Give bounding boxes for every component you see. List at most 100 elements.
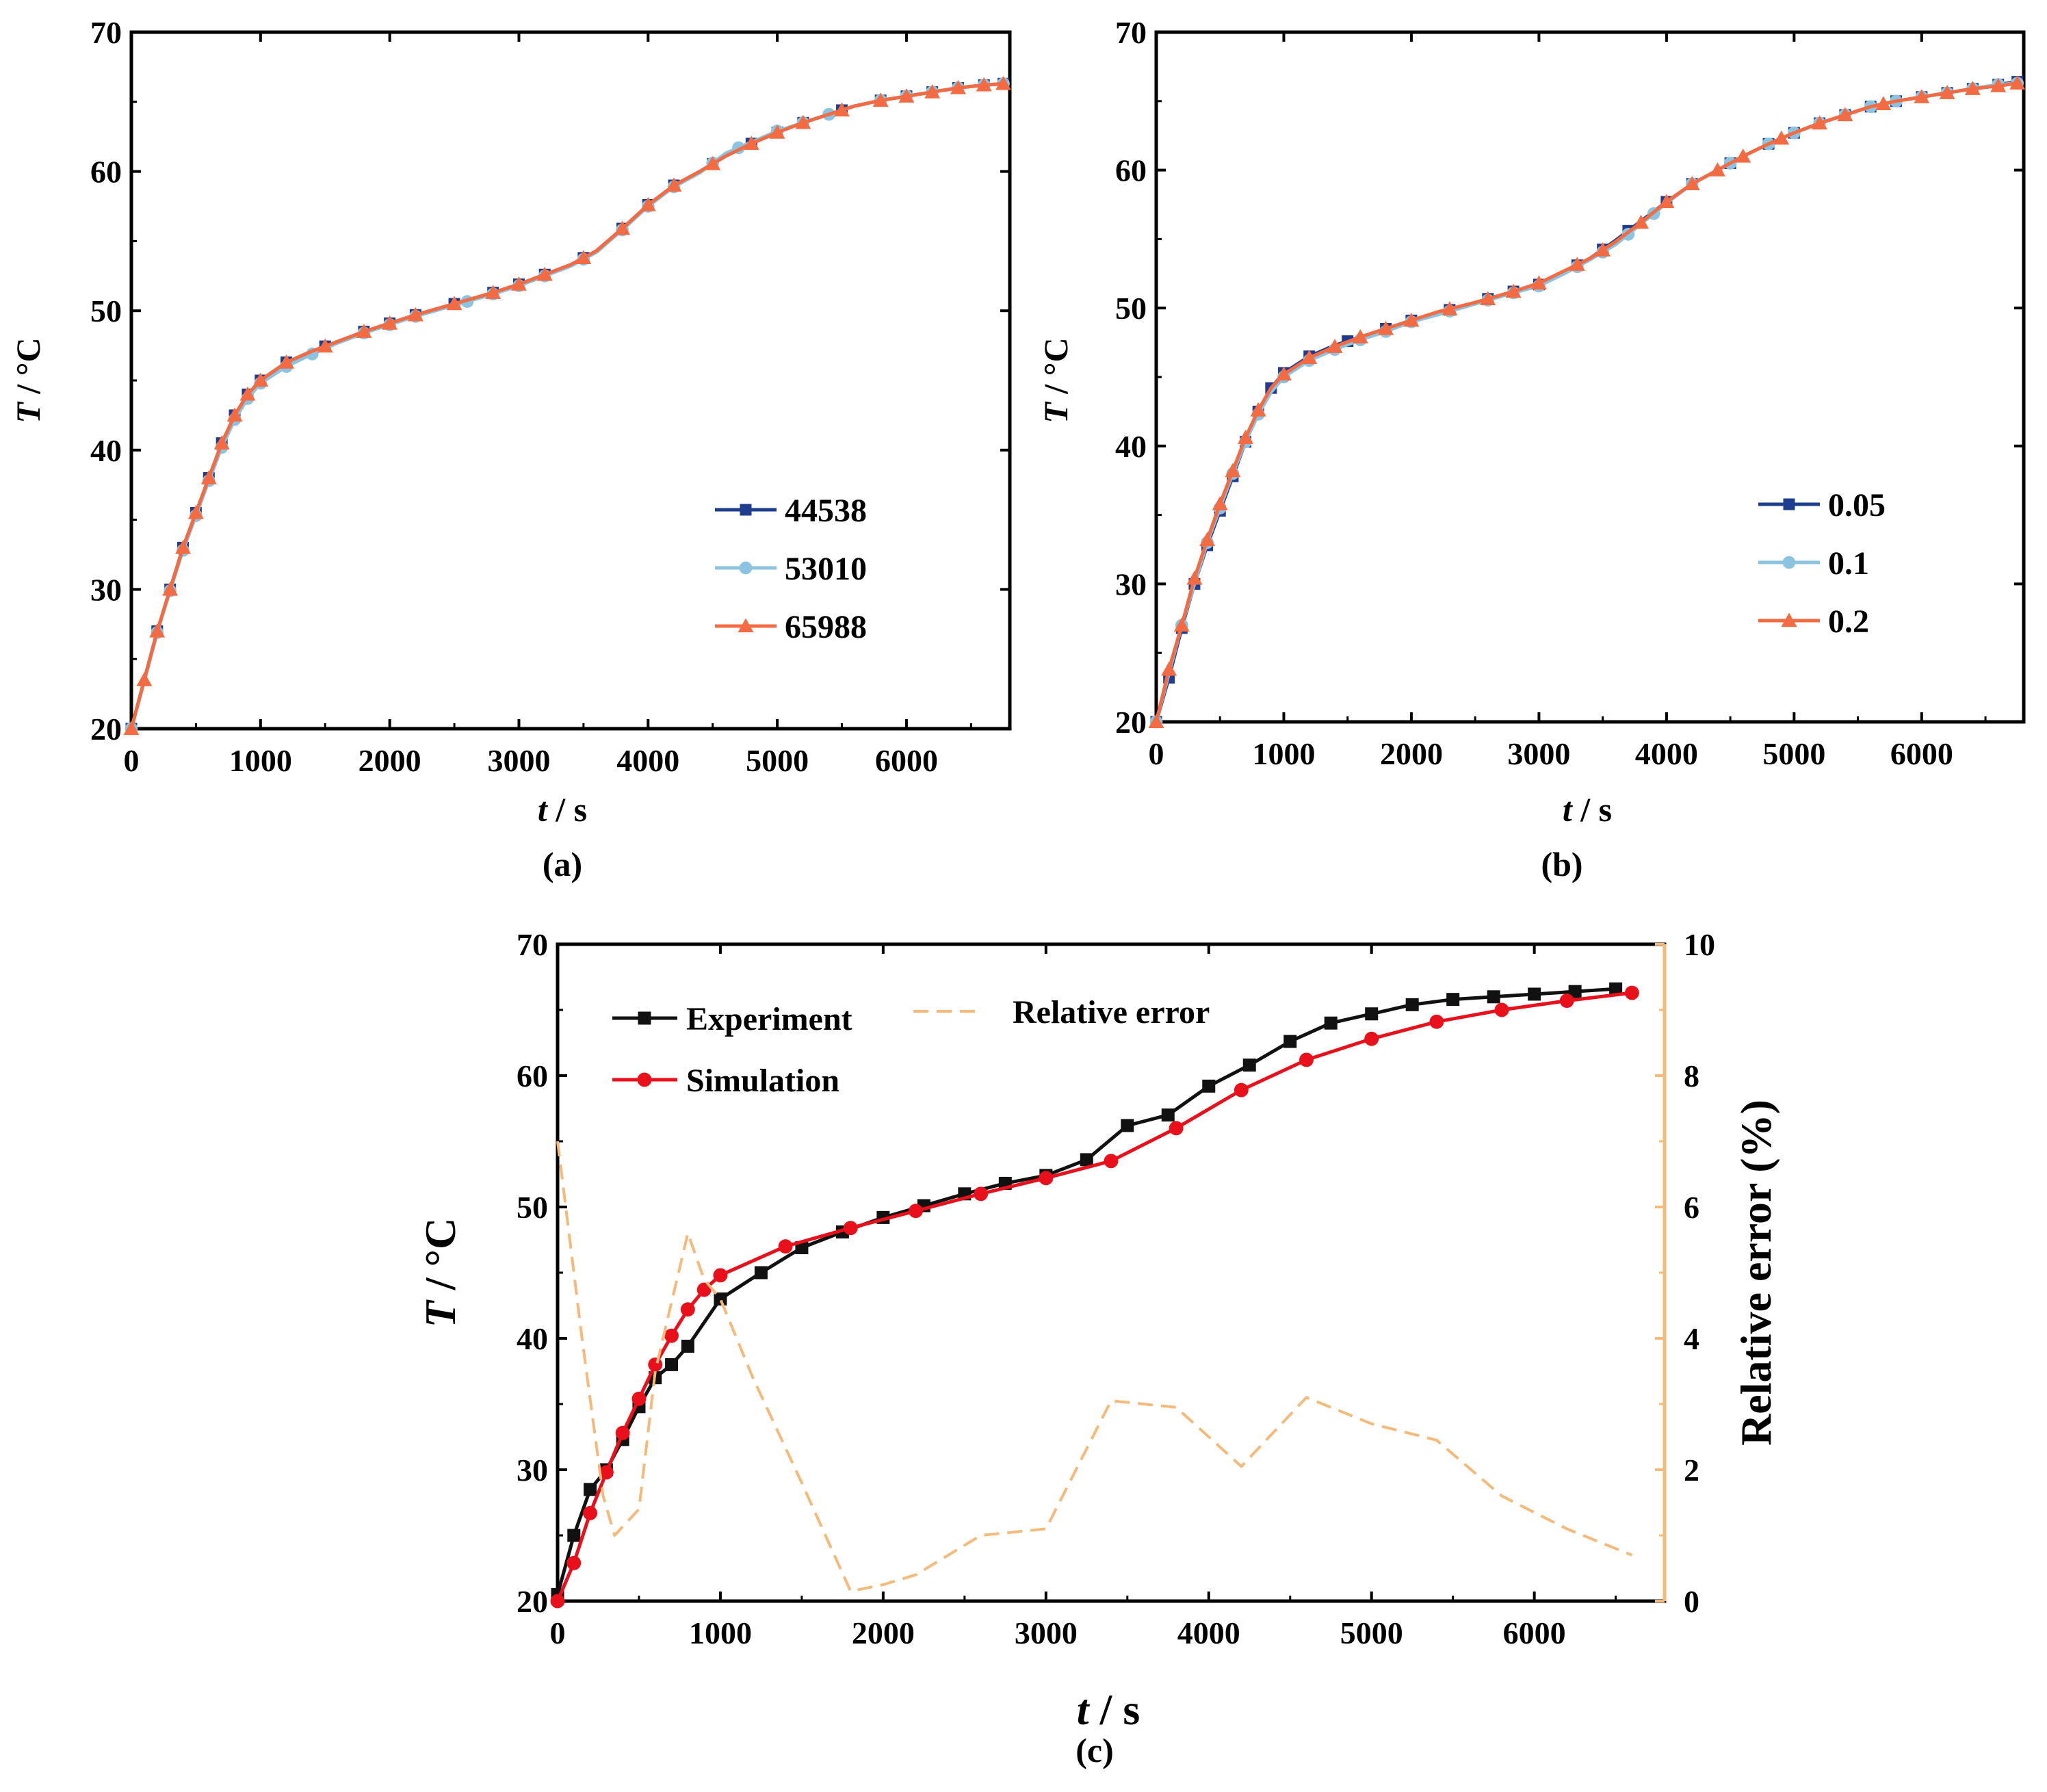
data-point: [567, 1529, 581, 1542]
data-point: [536, 266, 553, 281]
legend-label: Experiment: [686, 1001, 852, 1037]
series-line-relative-error: [556, 1141, 1633, 1593]
y-tick-label: 50: [90, 294, 122, 328]
data-point: [1568, 985, 1582, 998]
data-point: [843, 1221, 858, 1236]
x-axis-label: t / s: [538, 790, 587, 829]
data-point: [1275, 366, 1292, 381]
data-point: [681, 1340, 694, 1353]
data-point: [278, 354, 295, 369]
y-tick-label: 70: [1115, 15, 1147, 50]
x-tick-label: 4000: [1177, 1615, 1240, 1650]
x-tick-label: 5000: [1340, 1615, 1403, 1650]
right-axis-label: Relative error (%): [1732, 1100, 1780, 1446]
data-point: [705, 155, 721, 170]
data-point: [898, 88, 915, 103]
data-point: [1875, 96, 1892, 111]
legend-label: 44538: [785, 493, 867, 529]
data-point: [1735, 148, 1751, 163]
data-point: [754, 1266, 768, 1280]
data-point: [666, 177, 682, 192]
y-axis-var: T: [9, 401, 47, 424]
legend-label: 53010: [785, 551, 867, 587]
data-point: [252, 372, 269, 387]
data-point: [995, 75, 1012, 90]
data-point: [909, 1204, 923, 1219]
data-point: [1964, 81, 1981, 95]
data-point: [974, 1186, 989, 1202]
series-line-44538: [129, 81, 1004, 729]
data-point: [149, 623, 166, 638]
x-tick-label: 6000: [875, 743, 938, 778]
legend-label: Simulation: [686, 1063, 839, 1099]
x-tick-label: 0: [1149, 736, 1164, 771]
right-tick-label: 10: [1684, 927, 1715, 962]
legend-marker: [740, 504, 752, 516]
x-tick-label: 2000: [852, 1615, 915, 1650]
data-point: [1609, 982, 1623, 996]
x-axis-label: t / s: [1077, 1685, 1140, 1734]
x-tick-label: 3000: [1015, 1615, 1078, 1650]
data-point: [1487, 990, 1500, 1004]
legend-marker: [739, 561, 753, 575]
y-tick-label: 40: [517, 1321, 548, 1356]
data-point: [950, 79, 966, 94]
data-point: [1242, 1059, 1256, 1072]
data-point: [162, 581, 179, 596]
data-point: [1186, 570, 1203, 585]
data-point: [239, 386, 256, 401]
data-point: [1173, 617, 1190, 632]
data-point: [795, 114, 811, 129]
right-tick-label: 4: [1684, 1321, 1699, 1356]
legend-label: 0.05: [1828, 487, 1886, 523]
x-axis-var: t: [1563, 790, 1574, 829]
y-axis-unit: / °C: [9, 337, 47, 402]
data-point: [1528, 987, 1541, 1001]
data-point: [1169, 1121, 1184, 1136]
x-axis-unit: / s: [1572, 790, 1612, 829]
y-axis-var: T: [416, 1299, 465, 1327]
x-tick-label: 6000: [1503, 1615, 1566, 1650]
data-point: [640, 196, 656, 211]
data-point: [1837, 107, 1853, 122]
data-point: [382, 315, 398, 330]
y-axis-unit: / °C: [416, 1218, 465, 1301]
x-tick-label: 2000: [1380, 736, 1443, 771]
data-point: [1225, 463, 1241, 478]
legend-label: 0.1: [1828, 545, 1869, 582]
right-tick-label: 2: [1684, 1453, 1699, 1488]
data-point: [1624, 985, 1639, 1000]
data-point: [175, 539, 192, 554]
x-tick-label: 1000: [689, 1615, 752, 1650]
data-point: [1234, 1082, 1249, 1098]
data-point: [1684, 176, 1700, 190]
series-line-53010: [129, 81, 1004, 729]
data-point: [1530, 275, 1547, 290]
data-point: [584, 1483, 597, 1496]
data-point: [1914, 89, 1930, 103]
legend-marker: [638, 1011, 651, 1025]
right-tick-label: 0: [1684, 1584, 1699, 1619]
x-axis-unit: / s: [1089, 1685, 1140, 1734]
data-point: [1378, 320, 1394, 335]
data-point: [566, 1555, 582, 1570]
data-point: [1148, 714, 1164, 729]
data-point: [136, 672, 153, 686]
y-tick-label: 20: [517, 1584, 548, 1619]
x-tick-label: 1000: [229, 743, 292, 778]
y-tick-label: 60: [1115, 153, 1147, 188]
y-tick-label: 50: [1115, 291, 1147, 326]
data-point: [485, 285, 501, 299]
data-point: [1364, 1031, 1379, 1046]
x-axis-label: t / s: [1563, 790, 1612, 829]
y-tick-label: 60: [517, 1059, 548, 1093]
y-tick-label: 40: [1115, 429, 1147, 464]
data-point: [1405, 998, 1419, 1011]
y-tick-label: 50: [517, 1190, 548, 1225]
data-point: [356, 324, 372, 338]
data-point: [226, 407, 243, 422]
data-point: [123, 720, 140, 736]
data-point: [1212, 495, 1228, 510]
data-point: [1161, 1108, 1175, 1122]
data-point: [631, 1391, 647, 1406]
